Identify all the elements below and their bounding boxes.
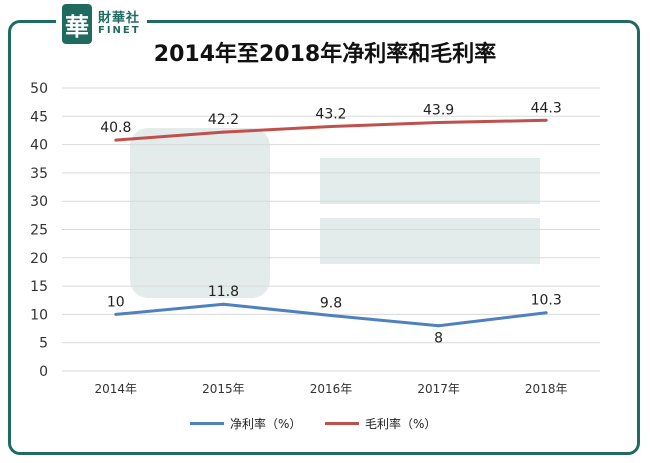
y-tick-label: 10 (30, 307, 48, 323)
data-label-gross-margin: 44.3 (531, 100, 562, 116)
data-label-gross-margin: 43.9 (423, 103, 454, 119)
x-tick-label: 2016年 (310, 382, 353, 396)
data-point-net-margin (114, 312, 118, 316)
y-tick-label: 45 (30, 109, 48, 125)
brand-name-en: FINET (98, 24, 141, 36)
y-tick-label: 30 (30, 194, 48, 210)
data-point-net-margin (221, 302, 225, 306)
legend-swatch-net-margin (190, 422, 224, 425)
brand-logo-text: 財華社 FINET (98, 12, 141, 36)
y-tick-label: 20 (30, 251, 48, 267)
brand-logo: 華 財華社 FINET (56, 4, 147, 44)
y-tick-label: 15 (30, 279, 48, 295)
y-tick-label: 25 (30, 223, 48, 239)
y-tick-label: 50 (30, 81, 48, 97)
brand-logo-mark: 華 (62, 4, 92, 44)
series-line-gross-margin (115, 118, 547, 142)
data-point-gross-margin (114, 138, 118, 142)
brand-name-cn: 財華社 (98, 10, 141, 26)
y-tick-label: 35 (30, 166, 48, 182)
chart-title: 2014年至2018年净利率和毛利率 (153, 42, 497, 67)
data-label-net-margin: 10 (107, 294, 125, 310)
data-label-net-margin: 10.3 (531, 293, 562, 309)
x-tick-label: 2018年 (525, 382, 568, 396)
watermark (130, 128, 540, 298)
data-label-gross-margin: 40.8 (100, 120, 131, 136)
data-label-gross-margin: 43.2 (315, 106, 346, 122)
legend-item-net-margin: 净利率（%） (190, 415, 301, 432)
legend-label-gross-margin: 毛利率（%） (365, 417, 437, 431)
data-label-net-margin: 8 (434, 331, 443, 347)
data-label-net-margin: 11.8 (208, 284, 239, 300)
data-point-gross-margin (437, 121, 441, 125)
data-point-gross-margin (221, 130, 225, 134)
x-tick-label: 2014年 (95, 382, 138, 396)
y-tick-label: 5 (39, 336, 48, 352)
data-label-net-margin: 9.8 (320, 296, 342, 312)
legend-label-net-margin: 净利率（%） (230, 417, 302, 431)
x-tick-label: 2015年 (202, 382, 245, 396)
x-tick-label: 2017年 (417, 382, 460, 396)
chart-frame (8, 20, 640, 455)
data-point-gross-margin (329, 124, 333, 128)
data-label-gross-margin: 42.2 (208, 112, 239, 128)
data-point-gross-margin (544, 118, 548, 122)
y-tick-label: 0 (39, 364, 48, 380)
legend-item-gross-margin: 毛利率（%） (325, 415, 436, 432)
data-point-net-margin (437, 324, 441, 328)
data-point-net-margin (329, 314, 333, 318)
data-point-net-margin (544, 311, 548, 315)
y-tick-label: 40 (30, 138, 48, 154)
legend-swatch-gross-margin (325, 422, 359, 425)
